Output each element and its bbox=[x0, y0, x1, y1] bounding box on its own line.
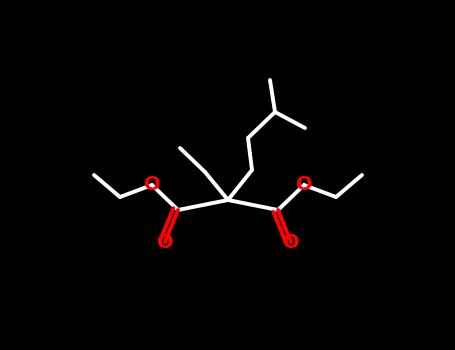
Text: O: O bbox=[283, 232, 299, 252]
Text: O: O bbox=[144, 175, 160, 195]
Text: O: O bbox=[157, 232, 173, 252]
Text: O: O bbox=[296, 175, 312, 195]
